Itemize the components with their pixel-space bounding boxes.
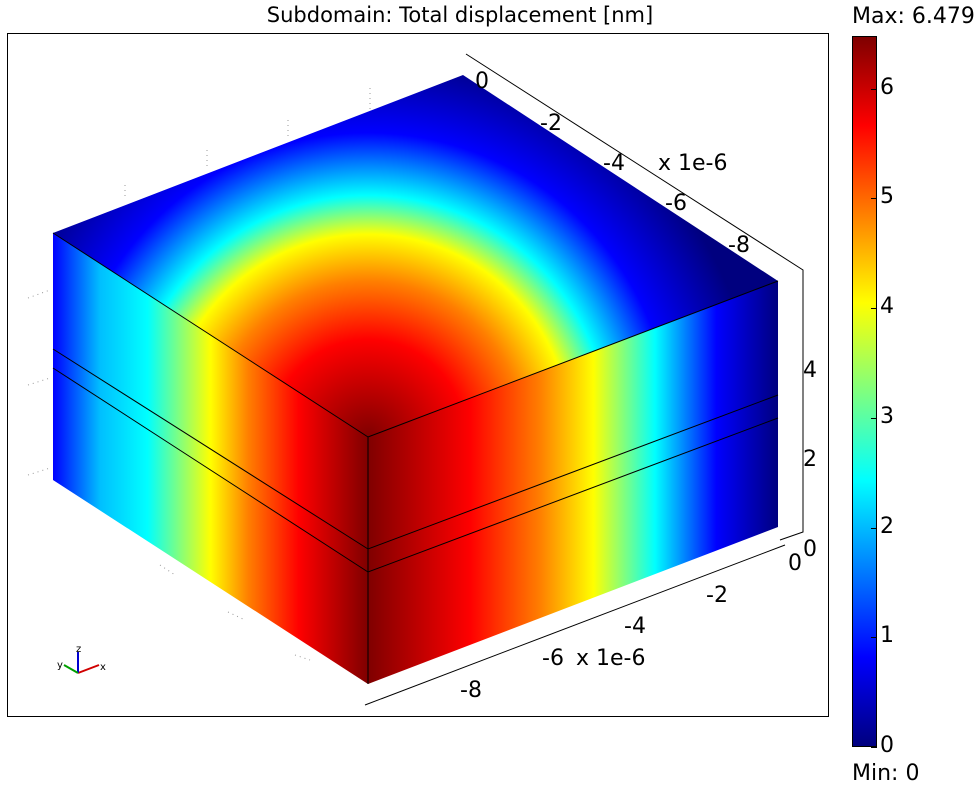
x-axis-ticks: 0 -2 -4 -6 -8 x 1e-6 [460,551,802,703]
colorbar-tick-label: 6 [880,74,894,100]
x-tick: -6 [542,646,564,671]
y-tick: -8 [728,233,750,258]
box-top-face [53,75,778,437]
y-tick: -4 [603,151,625,176]
triad-y-label: y [57,660,63,671]
orientation-triad-icon: x z y [57,644,106,674]
x-tick: -8 [460,678,482,703]
colorbar-tick-label: 1 [880,623,894,649]
colorbar-tick-label: 3 [880,403,894,429]
colorbar-tick-mark [871,417,877,419]
x-axis-exponent: x 1e-6 [576,646,645,671]
colorbar-tick-label: 0 [880,733,894,758]
triad-x-label: x [100,662,106,673]
colorbar-tick-label: 5 [880,184,894,210]
y-axis-ticks: 0 -2 -4 -6 -8 x 1e-6 [475,69,750,258]
colorbar-tick-mark [871,198,877,200]
z-tick: 4 [803,358,817,383]
x-tick: -2 [706,583,728,608]
plot-area[interactable] [7,33,829,717]
z-axis-ticks: 0 2 4 [803,358,817,562]
plot-title: Subdomain: Total displacement [nm] [266,3,654,27]
box-right-face [368,281,778,684]
box-edges [52,232,779,684]
colorbar-tick-label: 2 [880,513,894,539]
triad-z-label: z [76,644,81,655]
colorbar-tick-mark [871,527,877,529]
y-tick: -2 [540,111,562,136]
box-left-face [53,233,368,684]
colorbar-tick-mark [871,88,877,90]
colorbar-min-label: Min: 0 [852,761,920,786]
x-tick: -4 [624,614,646,639]
y-tick: 0 [475,69,489,94]
y-axis-exponent: x 1e-6 [658,151,727,176]
y-tick: -6 [665,191,687,216]
z-tick: 0 [803,537,817,562]
colorbar-max-label: Max: 6.479 [852,4,975,29]
colorbar [852,36,877,747]
colorbar-tick-mark [871,308,877,310]
colorbar-tick-mark [871,747,877,748]
x-tick: 0 [788,551,802,576]
axis-lines [364,53,804,706]
colorbar-tick-label: 4 [880,294,894,320]
z-tick: 2 [803,447,817,472]
colorbar-tick-mark [871,637,877,639]
grid-dots [27,88,371,661]
